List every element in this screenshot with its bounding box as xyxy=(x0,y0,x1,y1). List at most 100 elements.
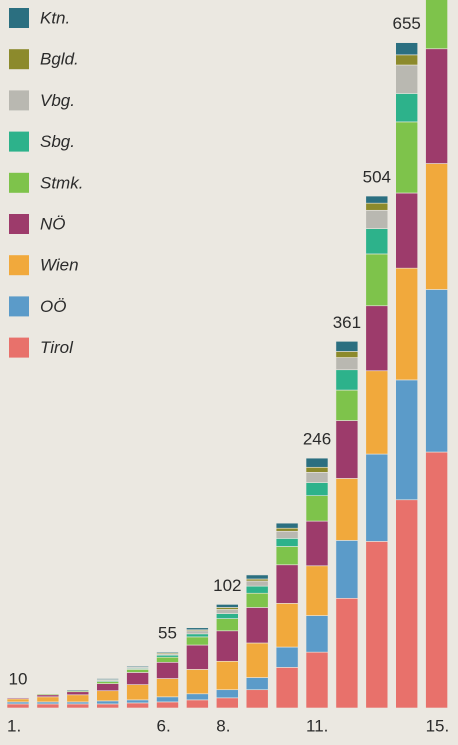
bar-segment xyxy=(66,691,90,696)
bar-segment xyxy=(216,689,239,699)
bar-segment xyxy=(425,163,448,290)
legend-label: NÖ xyxy=(40,214,66,233)
bar-segment xyxy=(216,618,239,632)
bar-segment xyxy=(36,696,60,703)
bar-segment xyxy=(245,580,269,587)
bar-segment xyxy=(6,697,30,700)
bar-segment xyxy=(96,703,119,708)
x-tick-label: 6. xyxy=(157,716,171,735)
legend-swatch xyxy=(9,337,29,358)
bar-segment xyxy=(216,630,239,662)
legend-label: Ktn. xyxy=(40,8,70,27)
bar-segment xyxy=(275,564,299,604)
bar-segment xyxy=(96,700,119,705)
bar-segment xyxy=(305,565,329,616)
bar-segment xyxy=(275,667,299,708)
legend-label: Wien xyxy=(40,256,79,275)
legend-swatch xyxy=(9,172,29,193)
bar-segment xyxy=(275,522,299,529)
bar-segment xyxy=(365,305,389,372)
bar-segment xyxy=(156,661,179,679)
bar-segment xyxy=(126,684,149,701)
bar-segment xyxy=(365,195,389,204)
bar-segment xyxy=(126,699,149,704)
bar-segment xyxy=(335,389,359,421)
legend-swatch xyxy=(9,214,29,234)
bar-segment xyxy=(156,651,179,654)
bar-segment xyxy=(186,627,209,631)
bar-segment xyxy=(275,538,299,547)
legend-swatch xyxy=(9,49,29,70)
bar-segment xyxy=(156,696,179,703)
bar-segment xyxy=(335,420,359,479)
bar-segment xyxy=(305,615,329,653)
bar-segment xyxy=(305,495,329,522)
bar-segment xyxy=(425,48,448,164)
bar-segment xyxy=(335,478,359,541)
bar-segment xyxy=(245,592,269,608)
x-tick-label: 1. xyxy=(7,716,21,735)
total-label: 102 xyxy=(213,576,241,595)
bar-segment xyxy=(216,697,239,708)
legend-label: Sbg. xyxy=(40,132,75,151)
bar-segment xyxy=(425,289,448,453)
total-label: 361 xyxy=(333,313,361,332)
bar-segment xyxy=(186,693,209,701)
bar-segment xyxy=(395,64,419,94)
bar-segment xyxy=(245,574,269,580)
legend-label: Stmk. xyxy=(40,173,83,192)
bar-segment xyxy=(245,677,269,691)
labels: 1. 10 6. 55 8. 102 11. 246 361 504 655 15. Tirol OÖ Wi… xyxy=(7,8,449,735)
bar-segment xyxy=(245,642,269,678)
bar-segment xyxy=(186,636,209,646)
bar-segment xyxy=(6,703,30,708)
total-label: 10 xyxy=(9,669,28,688)
bar-segment xyxy=(245,585,269,594)
bar-segment xyxy=(156,656,179,663)
bar-segment xyxy=(365,228,389,255)
bar-segment xyxy=(365,253,389,307)
bar-segment xyxy=(156,701,179,708)
legend-swatch xyxy=(9,131,29,152)
bar-segment xyxy=(395,499,419,708)
bar-segment xyxy=(216,613,239,619)
bar-segment xyxy=(395,54,419,66)
bar-segment xyxy=(305,482,329,497)
bar-segment xyxy=(156,654,179,658)
legend-swatch xyxy=(9,90,29,111)
bar-segment xyxy=(186,633,209,638)
bar-segment xyxy=(335,357,359,371)
bar-segment xyxy=(395,267,419,381)
legend-swatch xyxy=(9,296,29,317)
bar-segment xyxy=(275,546,299,566)
bar-segment xyxy=(275,530,299,539)
bar-segment xyxy=(365,453,389,542)
bar-segment xyxy=(66,694,90,703)
legend-label: OÖ xyxy=(40,297,66,316)
bar-segment xyxy=(335,341,359,352)
bar-segment xyxy=(6,698,30,703)
bar-segment xyxy=(335,351,359,358)
bar-segment xyxy=(305,457,329,468)
bar-segment xyxy=(96,690,119,702)
x-tick-label: 8. xyxy=(216,716,230,735)
bar-segment xyxy=(425,0,448,50)
legend-label: Bgld. xyxy=(40,50,79,69)
bar-segment xyxy=(395,192,419,269)
bar-segment xyxy=(245,689,269,708)
bar-segment xyxy=(96,683,119,692)
bar-segment xyxy=(36,693,60,696)
bar-segment xyxy=(305,472,329,483)
legend-label: Vbg. xyxy=(40,91,75,110)
bar-segment xyxy=(335,540,359,599)
bar-segment xyxy=(36,703,60,708)
bar-segment xyxy=(156,678,179,698)
bar-segment xyxy=(395,42,419,56)
bar-segment xyxy=(36,694,60,698)
bar-segment xyxy=(216,660,239,691)
bar-segment xyxy=(335,597,359,708)
total-label: 246 xyxy=(303,430,331,449)
legend-swatch xyxy=(9,255,29,276)
bar-segment xyxy=(96,681,119,684)
